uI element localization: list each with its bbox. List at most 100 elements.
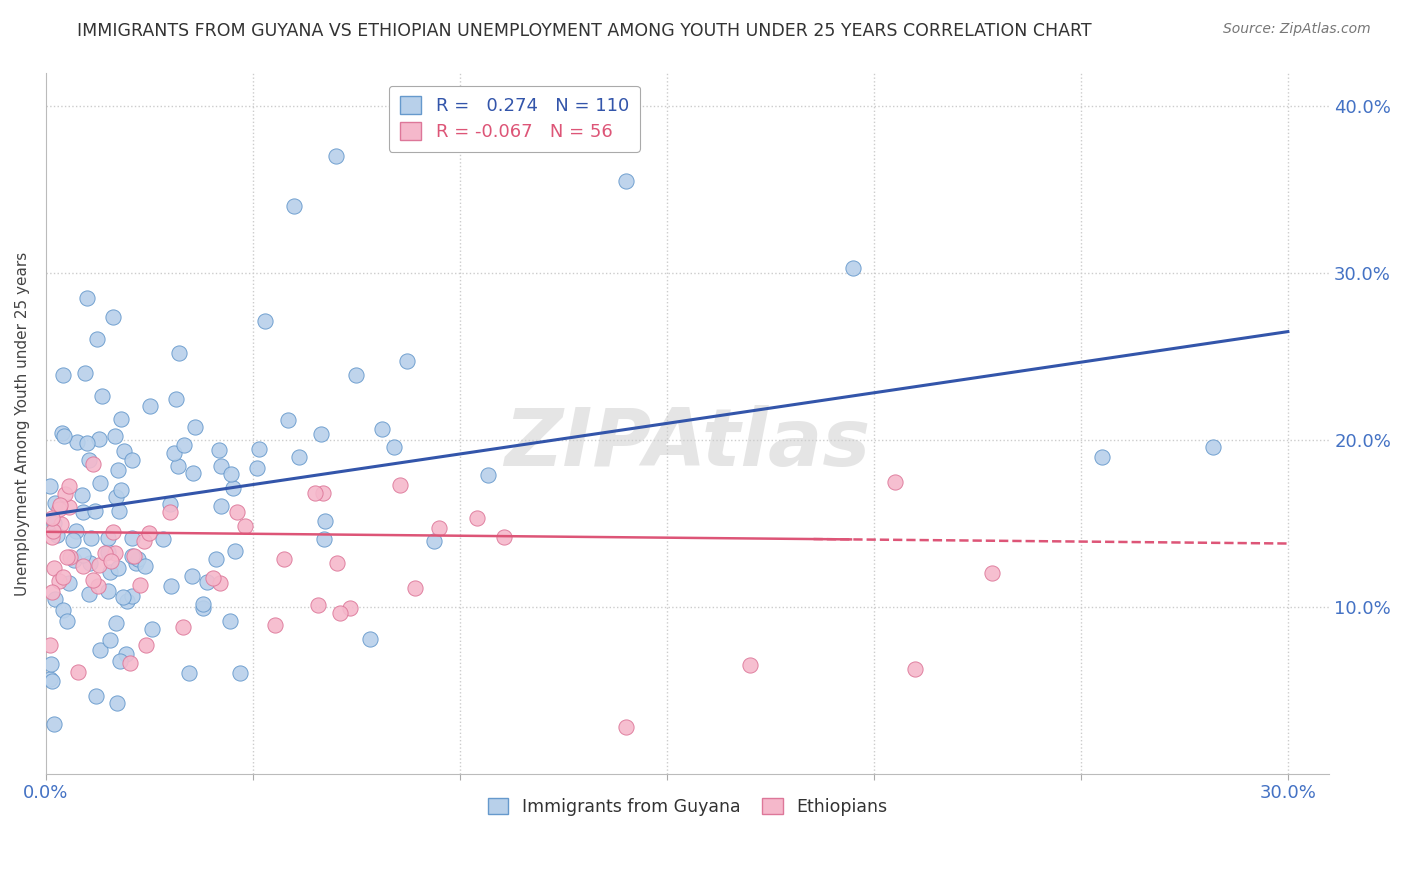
- Point: [82, 458, 104, 472]
- Point: [225, 505, 247, 519]
- Point: [191, 601, 214, 615]
- Point: [70, 488, 93, 502]
- Point: [173, 438, 195, 452]
- Point: [104, 615, 127, 630]
- Point: [163, 446, 186, 460]
- Point: [41, 511, 63, 525]
- Point: [121, 549, 143, 564]
- Point: [107, 463, 129, 477]
- Point: [465, 511, 488, 525]
- Point: [77, 587, 100, 601]
- Point: [224, 543, 246, 558]
- Point: [165, 392, 187, 406]
- Point: [58, 575, 80, 590]
- Point: [62, 552, 84, 566]
- Point: [83, 504, 105, 518]
- Point: [195, 575, 218, 590]
- Point: [103, 524, 125, 539]
- Point: [181, 569, 204, 583]
- Point: [48, 502, 70, 516]
- Point: [159, 505, 181, 519]
- Point: [1090, 450, 1112, 464]
- Point: [264, 617, 287, 632]
- Legend: Immigrants from Guyana, Ethiopians: Immigrants from Guyana, Ethiopians: [479, 789, 896, 825]
- Point: [904, 662, 927, 676]
- Point: [981, 566, 1004, 580]
- Point: [53, 487, 76, 501]
- Point: [65, 524, 87, 538]
- Point: [209, 459, 232, 474]
- Point: [101, 310, 124, 325]
- Point: [129, 578, 152, 592]
- Point: [477, 468, 499, 483]
- Point: [58, 479, 80, 493]
- Point: [404, 581, 426, 595]
- Point: [44, 496, 66, 510]
- Point: [249, 442, 271, 457]
- Point: [41, 673, 63, 688]
- Point: [172, 620, 194, 634]
- Point: [181, 466, 204, 480]
- Point: [312, 486, 335, 500]
- Point: [75, 366, 97, 380]
- Point: [115, 594, 138, 608]
- Point: [283, 199, 305, 213]
- Y-axis label: Unemployment Among Youth under 25 years: Unemployment Among Youth under 25 years: [15, 252, 30, 596]
- Point: [42, 560, 65, 574]
- Point: [359, 632, 381, 647]
- Point: [309, 427, 332, 442]
- Point: [222, 481, 245, 495]
- Point: [273, 552, 295, 566]
- Point: [98, 632, 121, 647]
- Point: [614, 720, 637, 734]
- Point: [42, 524, 65, 538]
- Point: [184, 420, 207, 434]
- Point: [191, 597, 214, 611]
- Point: [246, 460, 269, 475]
- Point: [39, 638, 62, 652]
- Point: [107, 560, 129, 574]
- Point: [44, 716, 66, 731]
- Point: [219, 614, 242, 628]
- Point: [108, 654, 131, 668]
- Point: [51, 368, 73, 383]
- Point: [325, 149, 347, 163]
- Point: [56, 549, 79, 564]
- Point: [112, 443, 135, 458]
- Point: [423, 533, 446, 548]
- Point: [139, 399, 162, 413]
- Point: [105, 696, 128, 710]
- Point: [229, 665, 252, 680]
- Point: [82, 573, 104, 587]
- Point: [134, 534, 156, 549]
- Point: [41, 585, 63, 599]
- Point: [79, 556, 101, 570]
- Point: [371, 422, 394, 436]
- Point: [104, 490, 127, 504]
- Point: [110, 411, 132, 425]
- Point: [48, 574, 70, 589]
- Point: [329, 606, 352, 620]
- Point: [326, 556, 349, 570]
- Point: [135, 638, 157, 652]
- Point: [104, 429, 127, 443]
- Point: [108, 504, 131, 518]
- Point: [121, 589, 143, 603]
- Point: [389, 478, 412, 492]
- Point: [39, 657, 62, 671]
- Point: [110, 483, 132, 497]
- Point: [159, 579, 181, 593]
- Point: [427, 521, 450, 535]
- Point: [72, 505, 94, 519]
- Point: [72, 548, 94, 562]
- Point: [209, 575, 232, 590]
- Text: IMMIGRANTS FROM GUYANA VS ETHIOPIAN UNEMPLOYMENT AMONG YOUTH UNDER 25 YEARS CORR: IMMIGRANTS FROM GUYANA VS ETHIOPIAN UNEM…: [77, 22, 1092, 40]
- Point: [89, 475, 111, 490]
- Point: [122, 549, 145, 563]
- Point: [86, 690, 108, 704]
- Point: [614, 174, 637, 188]
- Point: [253, 314, 276, 328]
- Point: [112, 590, 135, 604]
- Point: [152, 532, 174, 546]
- Point: [344, 368, 367, 383]
